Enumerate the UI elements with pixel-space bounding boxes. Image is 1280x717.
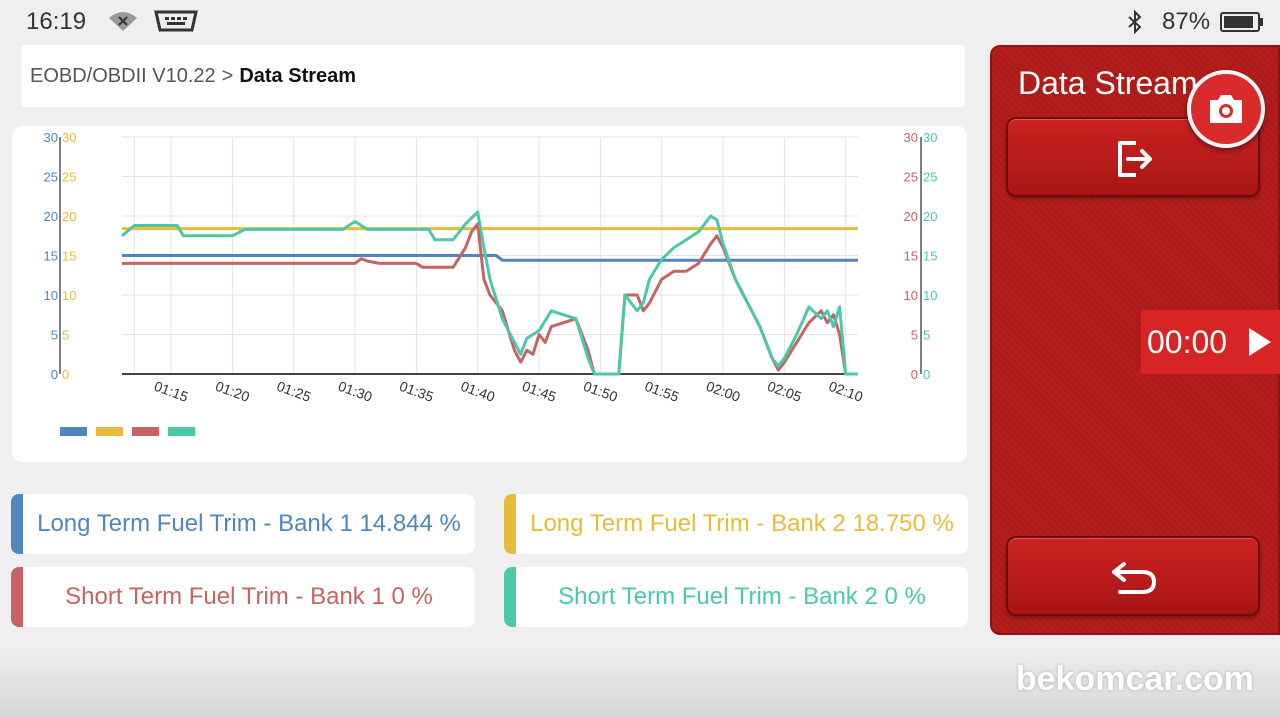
back-icon xyxy=(1112,562,1157,594)
exit-icon xyxy=(1118,141,1152,177)
battery-level: 87% xyxy=(1162,8,1211,35)
breadcrumb-separator: > xyxy=(221,65,234,87)
y-tick-label: 20 xyxy=(44,209,58,224)
y-tick-label: 25 xyxy=(923,170,937,185)
y-tick-label: 20 xyxy=(904,209,918,224)
breadcrumb-current: Data Stream xyxy=(239,65,357,87)
x-tick-label: 02:10 xyxy=(827,378,866,405)
y-tick-label: 0 xyxy=(923,367,930,382)
y-tick-label: 10 xyxy=(62,288,76,303)
y-tick-label: 5 xyxy=(911,328,918,343)
y-tick-label: 15 xyxy=(44,249,58,264)
y-tick-label: 10 xyxy=(44,288,58,303)
x-tick-label: 01:50 xyxy=(581,378,620,405)
bottom-bar: bekomcar.com xyxy=(0,640,1280,717)
camera-button[interactable] xyxy=(1187,70,1265,148)
value-card-label: Long Term Fuel Trim - Bank 1 14.844 % xyxy=(37,510,461,537)
legend-swatch-4 xyxy=(168,427,195,436)
x-tick-label: 01:35 xyxy=(397,378,436,405)
watermark-text: bekomcar.com xyxy=(1015,660,1254,698)
y-tick-label: 25 xyxy=(62,170,76,185)
breadcrumb-parent[interactable]: EOBD/OBDII V10.22 xyxy=(30,65,216,87)
x-tick-label: 01:55 xyxy=(643,378,682,405)
x-tick-label: 01:15 xyxy=(152,378,191,405)
side-panel-title: Data Stream xyxy=(1018,65,1198,101)
y-tick-label: 30 xyxy=(44,130,58,145)
play-icon xyxy=(1249,328,1271,356)
camera-icon xyxy=(1210,95,1242,123)
x-tick-label: 01:45 xyxy=(520,378,559,405)
status-bar: 16:19 87% xyxy=(0,0,1280,44)
value-card-stft-bank1[interactable]: Short Term Fuel Trim - Bank 1 0 % xyxy=(11,567,475,627)
card-color-bar xyxy=(11,494,23,554)
x-tick-label: 02:05 xyxy=(765,378,804,405)
value-card-stft-bank2[interactable]: Short Term Fuel Trim - Bank 2 0 % xyxy=(504,567,968,627)
battery-icon xyxy=(1220,12,1263,32)
series-line-1 xyxy=(122,254,858,262)
obd-adapter-icon xyxy=(154,10,198,32)
status-time: 16:19 xyxy=(26,8,87,35)
chart-card: 0 0 0 0 5 5 5 5 10 10 10 10 15 15 15 15 20 20 20 20 25 25 25 25… xyxy=(12,126,967,462)
y-tick-label: 15 xyxy=(904,249,918,264)
y-tick-label: 0 xyxy=(51,367,58,382)
y-tick-label: 10 xyxy=(904,288,918,303)
series-line-4 xyxy=(121,210,858,376)
y-tick-label: 20 xyxy=(923,209,937,224)
x-tick-label: 02:00 xyxy=(704,378,743,405)
x-tick-label: 01:30 xyxy=(336,378,375,405)
y-tick-label: 20 xyxy=(62,209,76,224)
y-tick-label: 30 xyxy=(904,130,918,145)
legend-swatch-1 xyxy=(60,427,87,436)
breadcrumb: EOBD/OBDII V10.22 > Data Stream xyxy=(21,45,965,107)
value-card-label: Long Term Fuel Trim - Bank 2 18.750 % xyxy=(530,510,954,537)
y-tick-label: 0 xyxy=(62,367,69,382)
value-card-label: Short Term Fuel Trim - Bank 1 0 % xyxy=(65,583,433,610)
legend-swatch-3 xyxy=(132,427,159,436)
value-card-label: Short Term Fuel Trim - Bank 2 0 % xyxy=(558,583,926,610)
y-tick-label: 15 xyxy=(923,249,937,264)
timer-text: 00:00 xyxy=(1147,324,1228,360)
side-panel: Data Stream 00:00 xyxy=(990,45,1280,635)
x-tick-label: 01:40 xyxy=(459,378,498,405)
y-tick-label: 5 xyxy=(923,328,930,343)
value-card-ltft-bank2[interactable]: Long Term Fuel Trim - Bank 2 18.750 % xyxy=(504,494,968,554)
recording-timer[interactable]: 00:00 xyxy=(1141,310,1280,374)
card-color-bar xyxy=(11,567,23,627)
card-color-bar xyxy=(504,567,516,627)
y-tick-label: 5 xyxy=(62,328,69,343)
y-tick-label: 5 xyxy=(51,328,58,343)
bluetooth-icon xyxy=(1128,10,1142,34)
x-tick-label: 01:25 xyxy=(275,378,314,405)
y-tick-label: 25 xyxy=(904,170,918,185)
value-card-ltft-bank1[interactable]: Long Term Fuel Trim - Bank 1 14.844 % xyxy=(11,494,475,554)
y-tick-label: 15 xyxy=(62,249,76,264)
y-tick-label: 30 xyxy=(923,130,937,145)
y-tick-label: 10 xyxy=(923,288,937,303)
y-tick-label: 30 xyxy=(62,130,76,145)
x-tick-label: 01:20 xyxy=(213,378,252,405)
y-tick-label: 0 xyxy=(911,367,918,382)
y-tick-label: 25 xyxy=(44,170,58,185)
back-button[interactable] xyxy=(1006,536,1260,616)
legend-swatch-2 xyxy=(96,427,123,436)
wifi-off-icon xyxy=(109,12,137,31)
card-color-bar xyxy=(504,494,516,554)
